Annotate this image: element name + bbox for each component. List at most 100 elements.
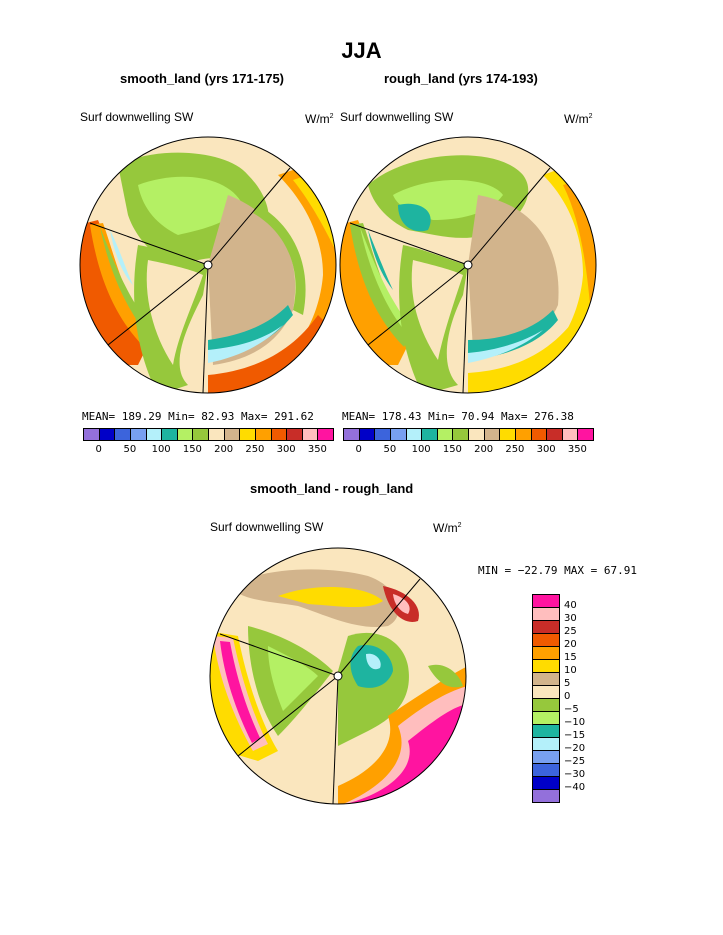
colorbar-right [343,428,594,441]
colorbar-tick-label: 25 [564,626,577,637]
colorbar-swatch [98,428,116,441]
colorbar-tick-label: 100 [151,444,171,455]
colorbar-swatch [286,428,303,441]
colorbar-swatch [254,428,272,441]
colorbar-tick-label: 250 [505,444,525,455]
colorbar-swatch [343,428,360,441]
colorbar-swatch [532,659,560,673]
panel-right-stats: MEAN= 178.43 Min= 70.94 Max= 276.38 [342,410,574,423]
colorbar-tick-label: 15 [564,652,577,663]
colorbar-swatch [129,428,147,441]
colorbar-swatch [374,428,391,441]
colorbar-tick-label: 300 [536,444,556,455]
diff-subtitle: smooth_land - rough_land [250,481,414,496]
colorbar-tick-label: 300 [276,444,296,455]
colorbar-tick-label: 350 [307,444,327,455]
colorbar-tick-label: −5 [564,704,579,715]
colorbar-tick-label: 150 [182,444,202,455]
panel-right-units: W/m2 [564,112,593,126]
colorbar-swatch [577,428,594,441]
colorbar-swatch [532,711,560,725]
colorbar-tick-label: 50 [123,444,137,455]
page-title: JJA [341,38,382,63]
colorbar-tick-label: −15 [564,730,586,741]
colorbar-swatch [239,428,256,441]
map-smooth-land [79,136,337,394]
colorbar-tick-label: 50 [383,444,397,455]
colorbar-swatch [483,428,501,441]
colorbar-swatch [532,776,560,790]
colorbar-swatch [532,789,560,803]
colorbar-tick-label: 0 [355,444,362,455]
colorbar-swatch [532,672,560,686]
colorbar-swatch [499,428,516,441]
colorbar-tick-label: 200 [474,444,494,455]
colorbar-left [83,428,334,441]
map-difference [209,547,467,805]
panel-left-stats: MEAN= 189.29 Min= 82.93 Max= 291.62 [82,410,314,423]
colorbar-tick-label: 0 [564,691,571,702]
map-rough-land [339,136,597,394]
colorbar-swatch [530,428,548,441]
colorbar-tick-label: −30 [564,769,586,780]
colorbar-tick-label: −40 [564,782,586,793]
colorbar-swatch [546,428,563,441]
colorbar-right-labels: 0 50 100 150 200 250 300 350 [343,444,593,458]
colorbar-swatch [532,646,560,660]
colorbar-swatch [532,607,560,621]
colorbar-swatch [114,428,131,441]
colorbar-diff-labels: 40 30 25 20 15 10 5 0 −5 −10 −15 −20 −25 −30 −40 [564,594,604,802]
colorbar-swatch [145,428,163,441]
panel-left-units: W/m2 [305,112,334,126]
colorbar-swatch [532,594,560,608]
colorbar-swatch [421,428,438,441]
colorbar-swatch [208,428,225,441]
colorbar-tick-label: 0 [95,444,102,455]
colorbar-tick-label: 150 [442,444,462,455]
colorbar-swatch [532,737,560,751]
colorbar-swatch [532,763,560,777]
colorbar-swatch [532,750,560,764]
panel-right-subtitle: rough_land (yrs 174-193) [384,71,538,86]
colorbar-swatch [301,428,319,441]
colorbar-swatch [192,428,209,441]
colorbar-tick-label: 40 [564,600,577,611]
colorbar-tick-label: −25 [564,756,586,767]
colorbar-swatch [270,428,288,441]
panel-left-subtitle: smooth_land (yrs 171-175) [120,71,285,86]
diff-minmax: MIN = −22.79 MAX = 67.91 [478,564,637,577]
colorbar-swatch [389,428,407,441]
colorbar-tick-label: 350 [567,444,587,455]
colorbar-swatch [176,428,194,441]
colorbar-swatch [317,428,334,441]
colorbar-tick-label: 30 [564,613,577,624]
diff-field-label: Surf downwelling SW [210,520,324,534]
colorbar-swatch [532,698,560,712]
colorbar-swatch [532,633,560,647]
colorbar-swatch [223,428,241,441]
colorbar-swatch [358,428,376,441]
colorbar-tick-label: 10 [564,665,577,676]
colorbar-tick-label: 5 [564,678,571,689]
colorbar-tick-label: −20 [564,743,586,754]
colorbar-diff [532,594,560,803]
colorbar-swatch [468,428,485,441]
colorbar-swatch [405,428,423,441]
colorbar-swatch [436,428,454,441]
colorbar-swatch [532,724,560,738]
panel-left-field-label: Surf downwelling SW [80,110,194,124]
colorbar-tick-label: 100 [411,444,431,455]
panel-right-field-label: Surf downwelling SW [340,110,454,124]
colorbar-swatch [532,685,560,699]
colorbar-tick-label: −10 [564,717,586,728]
colorbar-swatch [561,428,579,441]
colorbar-swatch [532,620,560,634]
colorbar-swatch [83,428,100,441]
colorbar-left-labels: 0 50 100 150 200 250 300 350 [83,444,333,458]
colorbar-tick-label: 20 [564,639,577,650]
colorbar-tick-label: 200 [214,444,234,455]
colorbar-swatch [452,428,469,441]
diff-units: W/m2 [433,521,462,535]
colorbar-swatch [161,428,178,441]
colorbar-tick-label: 250 [245,444,265,455]
